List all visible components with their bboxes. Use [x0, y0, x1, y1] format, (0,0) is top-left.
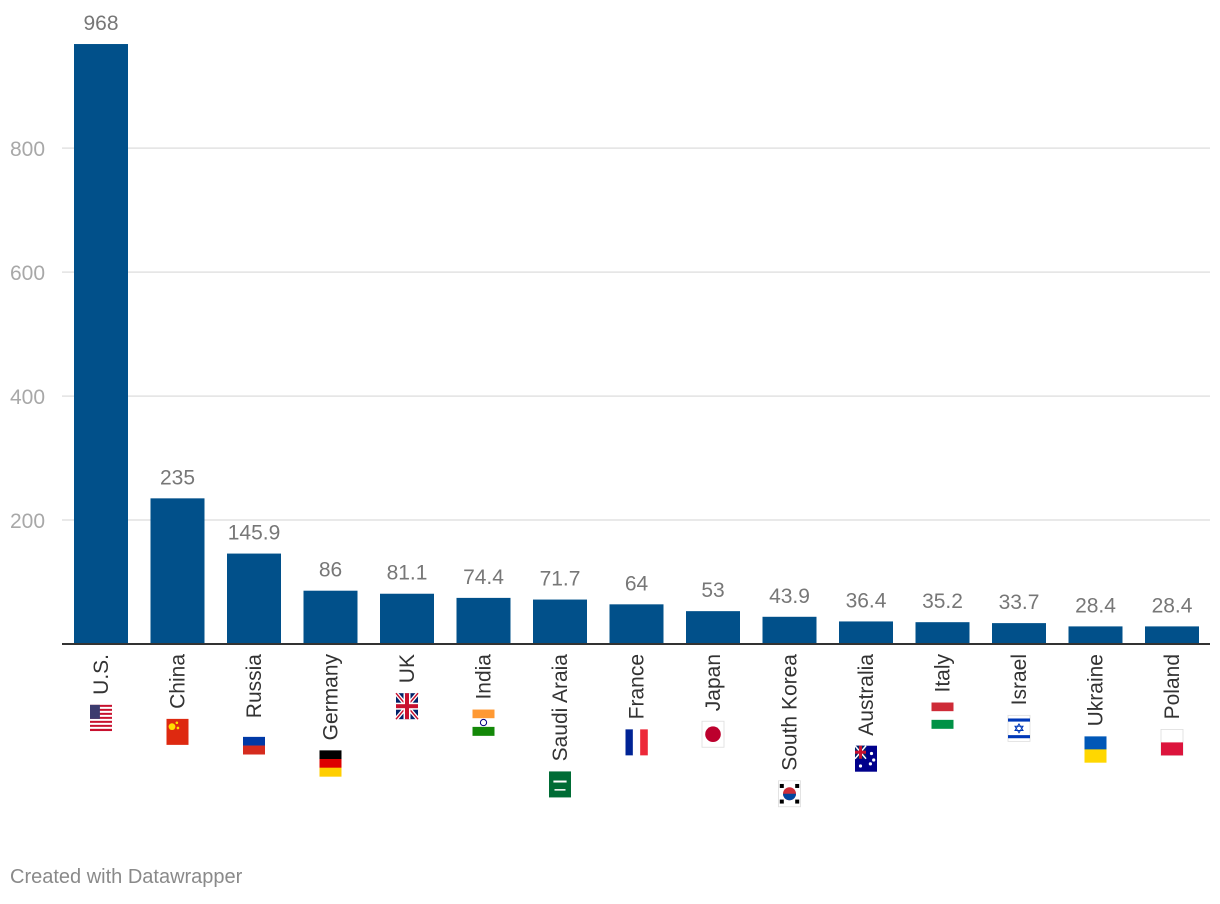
japan-flag-icon	[701, 720, 725, 748]
category-label: China	[167, 654, 190, 709]
value-label: 35.2	[922, 590, 963, 613]
bar-china	[150, 498, 205, 644]
bar-australia	[839, 621, 893, 644]
value-label: 36.4	[846, 589, 887, 612]
category-label: Russia	[243, 654, 266, 719]
flag-icons	[90, 691, 1184, 808]
category-label: France	[626, 654, 649, 719]
saudi-arabia-flag-icon	[549, 771, 571, 798]
france-flag-icon	[625, 729, 648, 756]
us-flag-icon	[90, 704, 112, 732]
bar-germany	[303, 590, 358, 644]
italy-flag-icon	[931, 702, 954, 729]
value-label: 28.4	[1152, 594, 1193, 617]
category-label: Israel	[1008, 654, 1031, 705]
value-label: 71.7	[540, 568, 581, 591]
value-labels: 968 235 145.9 86 81.1 74.4 71.7 64 53 43.9 36.4 35.…	[83, 12, 1192, 617]
value-label: 64	[625, 572, 649, 595]
gridlines: 200 400 600 800	[10, 138, 1210, 533]
bar-poland	[1145, 626, 1199, 644]
bar-uk	[380, 593, 434, 644]
ukraine-flag-icon	[1084, 736, 1107, 763]
poland-flag-icon	[1160, 728, 1184, 756]
bar-u-s-	[74, 44, 128, 645]
chart-credit: Created with Datawrapper	[10, 866, 243, 888]
y-tick-label: 600	[10, 262, 45, 285]
category-label: U.S.	[90, 654, 113, 695]
value-label: 145.9	[228, 522, 281, 545]
value-label: 235	[160, 466, 195, 489]
bar-saudi-araia	[533, 599, 587, 644]
value-label: 81.1	[387, 562, 428, 585]
category-label: Germany	[320, 654, 343, 741]
value-label: 28.4	[1075, 594, 1116, 617]
russia-flag-icon	[243, 728, 265, 755]
bar-russia	[227, 553, 281, 644]
value-label: 33.7	[999, 591, 1040, 614]
bar-italy	[915, 622, 970, 644]
category-label: Japan	[702, 654, 725, 711]
bar-france	[609, 604, 664, 644]
israel-flag-icon	[1007, 714, 1031, 742]
south-korea-flag-icon	[778, 780, 801, 808]
bar-south-korea	[762, 616, 817, 644]
value-label: 968	[83, 12, 118, 35]
category-label: Poland	[1161, 654, 1184, 719]
category-label: South Korea	[779, 654, 802, 771]
india-flag-icon	[472, 709, 495, 736]
bar-india	[456, 597, 511, 644]
germany-flag-icon	[319, 750, 342, 777]
y-tick-label: 400	[10, 386, 45, 409]
bars	[74, 44, 1199, 645]
value-label: 74.4	[463, 566, 504, 589]
australia-flag-icon	[854, 745, 877, 772]
bar-japan	[686, 611, 740, 644]
category-label: UK	[396, 654, 419, 683]
category-label: Italy	[932, 654, 955, 693]
bar-israel	[992, 623, 1046, 644]
y-tick-label: 200	[10, 510, 45, 533]
uk-flag-icon	[394, 691, 420, 721]
category-label: Saudi Araia	[549, 654, 572, 762]
category-label: Australia	[855, 654, 878, 736]
value-label: 53	[701, 579, 724, 602]
value-label: 43.9	[769, 585, 810, 608]
bar-ukraine	[1068, 626, 1123, 644]
category-label: India	[473, 654, 496, 700]
value-label: 86	[319, 559, 342, 582]
category-labels: U.S. China Russia Germany UK India Saudi Araia…	[90, 654, 1184, 771]
china-flag-icon	[166, 718, 189, 745]
category-label: Ukraine	[1085, 654, 1108, 726]
y-tick-label: 800	[10, 138, 45, 161]
